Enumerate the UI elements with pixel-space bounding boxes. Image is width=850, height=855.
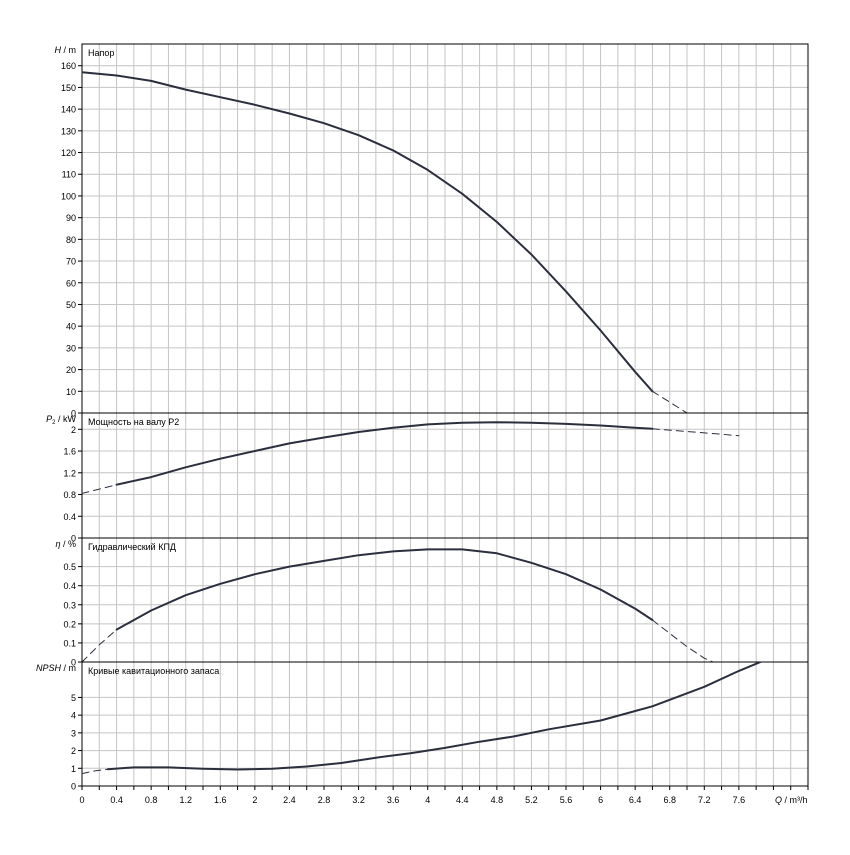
y-tick-label: 0 bbox=[71, 658, 76, 668]
y-axis-label: P2 / kW bbox=[46, 414, 76, 426]
x-tick-label: 2.4 bbox=[283, 795, 296, 805]
y-tick-label: 0 bbox=[71, 534, 76, 544]
y-tick-label: 1.6 bbox=[63, 447, 76, 457]
panel-3: 0 0.1 0.2 0.3 0.4 0.5 Гидравлический КПД η / % bbox=[55, 537, 809, 668]
x-tick-label: 4.8 bbox=[491, 795, 504, 805]
curve-extension-dashed bbox=[651, 390, 688, 413]
curve-solid bbox=[115, 548, 654, 631]
curve-extension-dashed bbox=[82, 768, 109, 775]
y-tick-label: 2 bbox=[71, 425, 76, 435]
x-tick-label: 3.6 bbox=[387, 795, 400, 805]
y-tick-label: 0.1 bbox=[63, 638, 76, 648]
y-tick-label: 0.8 bbox=[63, 490, 76, 500]
y-tick-label: 80 bbox=[66, 235, 76, 245]
grid-lines bbox=[82, 538, 808, 662]
x-axis-unit: / m³/h bbox=[782, 795, 808, 805]
x-tick-label: 0.4 bbox=[110, 795, 123, 805]
y-axis-unit: / % bbox=[60, 539, 76, 549]
y-tick-label: 0.5 bbox=[63, 562, 76, 572]
y-axis-unit: / m bbox=[61, 45, 76, 55]
y-axis-unit: / m bbox=[61, 663, 76, 673]
y-axis-variable: P bbox=[46, 414, 52, 424]
x-axis-variable: Q bbox=[775, 795, 782, 805]
x-tick-label: 5.2 bbox=[525, 795, 538, 805]
y-axis-unit: / kW bbox=[56, 414, 77, 424]
curve-extension-dashed bbox=[651, 428, 740, 437]
y-tick-label: 2 bbox=[71, 746, 76, 756]
grid-lines bbox=[82, 413, 808, 538]
y-tick-label: 1 bbox=[71, 764, 76, 774]
y-tick-label: 140 bbox=[61, 105, 76, 115]
y-tick-label: 0.2 bbox=[63, 619, 76, 629]
x-tick-label: 4 bbox=[425, 795, 430, 805]
panel-title: Гидравлический КПД bbox=[88, 542, 176, 552]
y-axis-variable: H bbox=[55, 45, 62, 55]
y-tick-label: 90 bbox=[66, 213, 76, 223]
y-tick-label: 0 bbox=[71, 782, 76, 792]
x-tick-label: 1.2 bbox=[179, 795, 192, 805]
y-tick-label: 0.4 bbox=[63, 581, 76, 591]
y-tick-label: 120 bbox=[61, 148, 76, 158]
y-axis-variable: NPSH bbox=[36, 663, 62, 673]
y-tick-label: 100 bbox=[61, 191, 76, 201]
panel-4: 0 1 2 3 4 5 Кривые кавитационного запаса NPSH /… bbox=[36, 661, 809, 805]
x-tick-label: 6.4 bbox=[629, 795, 642, 805]
y-axis-label: η / % bbox=[55, 539, 76, 549]
x-axis: 0 0.4 0.8 1.2 1.6 2 2.4 2.8 3.2 3.6 4 4.4 4.8 5.2 5.6 6… bbox=[79, 786, 809, 805]
curve-solid bbox=[106, 662, 764, 771]
y-tick-label: 40 bbox=[66, 322, 76, 332]
panel-title: Кривые кавитационного запаса bbox=[88, 666, 219, 676]
y-tick-label: 0.4 bbox=[63, 512, 76, 522]
x-tick-label: 6 bbox=[598, 795, 603, 805]
panel-title: Напор bbox=[88, 48, 114, 58]
series-group bbox=[82, 548, 714, 662]
x-tick-label: 7.6 bbox=[733, 795, 746, 805]
series-group bbox=[82, 71, 688, 413]
y-tick-label: 30 bbox=[66, 343, 76, 353]
y-tick-label: 0 bbox=[71, 409, 76, 419]
y-tick-label: 1.2 bbox=[63, 468, 76, 478]
x-tick-label: 4.4 bbox=[456, 795, 469, 805]
y-axis-variable: η bbox=[55, 539, 60, 549]
y-tick-label: 60 bbox=[66, 278, 76, 288]
curve-extension-dashed bbox=[82, 629, 118, 662]
x-tick-label: 5.6 bbox=[560, 795, 573, 805]
x-tick-label: 0.8 bbox=[145, 795, 158, 805]
y-tick-label: 70 bbox=[66, 257, 76, 267]
x-tick-label: 7.2 bbox=[698, 795, 711, 805]
curve-extension-dashed bbox=[82, 484, 118, 494]
y-axis-subscript: 2 bbox=[52, 420, 56, 426]
x-axis-label: Q / m³/h bbox=[775, 795, 808, 805]
y-axis-label: H / m bbox=[55, 45, 77, 55]
curve-solid bbox=[115, 421, 654, 486]
x-tick-label: 3.2 bbox=[352, 795, 365, 805]
y-tick-label: 130 bbox=[61, 126, 76, 136]
y-tick-label: 160 bbox=[61, 61, 76, 71]
y-tick-label: 10 bbox=[66, 387, 76, 397]
series-group bbox=[82, 421, 740, 494]
series-group bbox=[82, 662, 764, 775]
panel-1: 0 10 20 30 40 50 60 70 80 90 100 110 120 130 140 150 160… bbox=[55, 43, 809, 419]
x-tick-label: 6.8 bbox=[663, 795, 676, 805]
x-tick-label: 0 bbox=[79, 795, 84, 805]
x-tick-label: 1.6 bbox=[214, 795, 227, 805]
y-axis-label: NPSH / m bbox=[36, 663, 76, 673]
y-tick-label: 20 bbox=[66, 365, 76, 375]
y-tick-label: 110 bbox=[62, 170, 76, 180]
y-tick-label: 4 bbox=[71, 711, 76, 721]
panel-title: Мощность на валу P2 bbox=[88, 417, 179, 427]
y-tick-label: 0.3 bbox=[63, 600, 76, 610]
y-tick-label: 150 bbox=[61, 83, 76, 93]
grid-lines bbox=[82, 44, 808, 413]
y-tick-label: 50 bbox=[66, 300, 76, 310]
curve-extension-dashed bbox=[651, 619, 714, 662]
x-tick-label: 2.8 bbox=[318, 795, 331, 805]
x-tick-label: 2 bbox=[252, 795, 257, 805]
curve-solid bbox=[82, 71, 654, 393]
y-tick-label: 5 bbox=[71, 693, 76, 703]
y-tick-label: 3 bbox=[71, 728, 76, 738]
